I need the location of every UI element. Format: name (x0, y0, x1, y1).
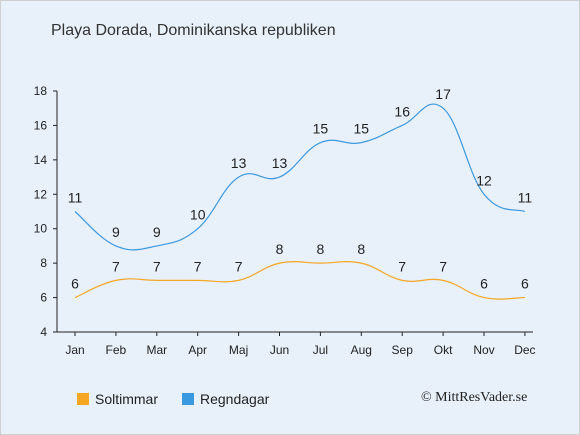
data-label-sun: 8 (357, 241, 365, 257)
legend-label-sun: Soltimmar (95, 391, 159, 407)
data-label-rain: 9 (153, 224, 161, 240)
data-label-sun: 7 (153, 258, 161, 274)
x-tick-label: Nov (473, 343, 494, 357)
x-tick-label: Sep (392, 343, 414, 357)
legend-item-sun: Soltimmar (77, 391, 158, 407)
legend-label-rain: Regndagar (200, 391, 270, 407)
data-label-rain: 13 (272, 155, 288, 171)
data-label-sun: 7 (235, 258, 243, 274)
data-label-rain: 13 (231, 155, 247, 171)
data-label-rain: 15 (354, 121, 370, 137)
x-tick-label: Feb (106, 343, 127, 357)
data-label-rain: 11 (518, 190, 533, 206)
data-label-sun: 8 (317, 241, 325, 257)
x-tick-label: Maj (229, 343, 248, 357)
chart-title: Playa Dorada, Dominikanska republiken (51, 22, 336, 39)
data-label-rain: 12 (476, 172, 492, 188)
data-label-sun: 7 (398, 258, 406, 274)
data-label-sun: 7 (194, 258, 202, 274)
x-tick-label: Jun (270, 343, 289, 357)
data-label-rain: 15 (313, 121, 329, 137)
data-label-sun: 6 (480, 276, 488, 292)
y-tick-label: 6 (40, 291, 47, 305)
data-label-sun: 7 (112, 258, 120, 274)
credit-text: © MittResVader.se (421, 390, 528, 405)
data-label-rain: 11 (68, 190, 83, 206)
x-tick-label: Jan (65, 343, 84, 357)
data-label-rain: 9 (112, 224, 120, 240)
x-tick-label: Apr (188, 343, 207, 357)
y-tick-label: 14 (34, 153, 48, 167)
y-tick-label: 18 (34, 84, 48, 98)
x-tick-label: Mar (146, 343, 167, 357)
y-tick-label: 10 (34, 222, 48, 236)
x-tick-label: Jul (313, 343, 328, 357)
y-tick-label: 4 (40, 325, 47, 339)
x-tick-label: Okt (434, 343, 453, 357)
data-label-sun: 8 (276, 241, 284, 257)
x-tick-label: Aug (351, 343, 372, 357)
data-label-rain: 17 (435, 86, 451, 102)
data-label-rain: 10 (190, 207, 206, 223)
y-tick-label: 8 (40, 256, 47, 270)
data-label-sun: 6 (521, 276, 529, 292)
data-label-sun: 6 (71, 276, 79, 292)
legend-item-rain: Regndagar (182, 391, 269, 407)
y-tick-label: 16 (34, 118, 48, 132)
series-line-rain (74, 103, 526, 251)
y-tick-label: 12 (34, 187, 48, 201)
data-label-rain: 16 (394, 103, 410, 119)
data-label-sun: 7 (439, 258, 447, 274)
x-tick-label: Dec (514, 343, 535, 357)
legend-swatch-sun (77, 393, 89, 405)
legend-swatch-rain (182, 393, 194, 405)
series-line-sun (74, 261, 525, 300)
